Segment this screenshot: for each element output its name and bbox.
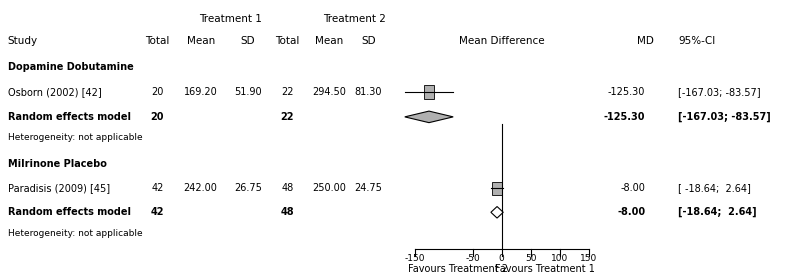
Text: [-167.03; -83.57]: [-167.03; -83.57] (678, 112, 771, 122)
Text: Favours Treatment 2: Favours Treatment 2 (408, 264, 508, 274)
Text: [ -18.64;  2.64]: [ -18.64; 2.64] (678, 183, 752, 193)
Text: 250.00: 250.00 (312, 183, 346, 193)
Text: 48: 48 (280, 207, 294, 217)
Text: Heterogeneity: not applicable: Heterogeneity: not applicable (8, 133, 142, 142)
Text: Osborn (2002) [42]: Osborn (2002) [42] (8, 87, 102, 97)
Text: -125.30: -125.30 (608, 87, 645, 97)
Text: 50: 50 (525, 254, 537, 263)
Text: 294.50: 294.50 (312, 87, 346, 97)
Text: Heterogeneity: not applicable: Heterogeneity: not applicable (8, 229, 142, 238)
Text: 42: 42 (151, 183, 164, 193)
Text: Favours Treatment 1: Favours Treatment 1 (495, 264, 595, 274)
Text: Mean Difference: Mean Difference (459, 36, 545, 46)
Polygon shape (491, 207, 503, 218)
Text: Dopamine Dobutamine: Dopamine Dobutamine (8, 62, 134, 72)
Text: Milrinone Placebo: Milrinone Placebo (8, 159, 107, 169)
Text: Mean: Mean (187, 36, 215, 46)
Text: 48: 48 (281, 183, 294, 193)
Text: 0: 0 (499, 254, 504, 263)
Text: -50: -50 (465, 254, 480, 263)
Text: -8.00: -8.00 (617, 207, 645, 217)
Text: 169.20: 169.20 (184, 87, 217, 97)
Text: Total: Total (146, 36, 169, 46)
Text: 81.30: 81.30 (355, 87, 382, 97)
Text: -8.00: -8.00 (620, 183, 645, 193)
Text: 242.00: 242.00 (183, 183, 218, 193)
Text: 26.75: 26.75 (234, 183, 262, 193)
Text: 95%-CI: 95%-CI (678, 36, 715, 46)
Text: Total: Total (275, 36, 299, 46)
Text: 22: 22 (281, 87, 294, 97)
Text: Random effects model: Random effects model (8, 112, 131, 122)
Text: -125.30: -125.30 (604, 112, 645, 122)
Text: -150: -150 (405, 254, 425, 263)
Text: Mean: Mean (315, 36, 343, 46)
Text: 51.90: 51.90 (234, 87, 262, 97)
Text: 20: 20 (151, 87, 164, 97)
Text: [-18.64;  2.64]: [-18.64; 2.64] (678, 207, 757, 218)
Text: Study: Study (8, 36, 38, 46)
Text: Treatment 1: Treatment 1 (199, 14, 262, 24)
Bar (424, 85, 434, 99)
Text: 20: 20 (150, 112, 164, 122)
Text: Random effects model: Random effects model (8, 207, 131, 217)
Text: 100: 100 (551, 254, 568, 263)
Text: Treatment 2: Treatment 2 (323, 14, 386, 24)
Polygon shape (405, 111, 453, 123)
Text: MD: MD (637, 36, 654, 46)
Text: 42: 42 (150, 207, 164, 217)
Text: [-167.03; -83.57]: [-167.03; -83.57] (678, 87, 761, 97)
Bar (492, 182, 502, 195)
Text: 150: 150 (580, 254, 597, 263)
Text: 22: 22 (280, 112, 294, 122)
Text: 24.75: 24.75 (354, 183, 382, 193)
Text: SD: SD (361, 36, 375, 46)
Text: SD: SD (241, 36, 255, 46)
Text: Paradisis (2009) [45]: Paradisis (2009) [45] (8, 183, 110, 193)
